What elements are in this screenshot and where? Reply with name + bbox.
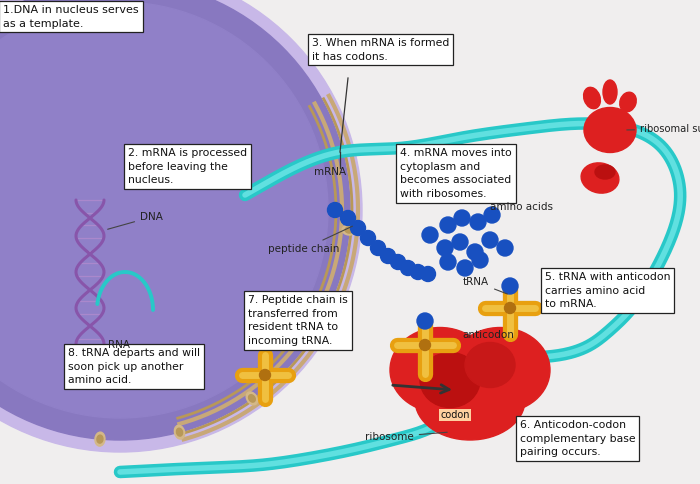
Circle shape	[0, 0, 350, 440]
Circle shape	[0, 0, 362, 452]
Circle shape	[391, 255, 405, 270]
Circle shape	[419, 339, 430, 350]
Circle shape	[410, 264, 426, 279]
Circle shape	[360, 230, 375, 245]
Text: ribosomal subunits: ribosomal subunits	[626, 124, 700, 134]
Circle shape	[351, 221, 365, 236]
Text: peptide chain: peptide chain	[268, 226, 353, 254]
Circle shape	[457, 260, 473, 276]
Ellipse shape	[390, 328, 490, 412]
Circle shape	[417, 313, 433, 329]
Ellipse shape	[465, 343, 515, 388]
Circle shape	[328, 202, 342, 217]
Text: amino acids: amino acids	[490, 202, 553, 212]
Circle shape	[482, 232, 498, 248]
Text: 8. tRNA departs and will
soon pick up another
amino acid.: 8. tRNA departs and will soon pick up an…	[68, 348, 200, 385]
Text: 4. mRNA moves into
cytoplasm and
becomes associated
with ribosomes.: 4. mRNA moves into cytoplasm and becomes…	[400, 148, 512, 199]
Circle shape	[454, 210, 470, 226]
Ellipse shape	[584, 107, 636, 152]
Circle shape	[260, 369, 270, 380]
Circle shape	[467, 244, 483, 260]
Ellipse shape	[603, 80, 617, 104]
Ellipse shape	[581, 163, 619, 193]
Ellipse shape	[342, 225, 356, 235]
Circle shape	[370, 241, 386, 256]
Text: ribosome: ribosome	[365, 432, 447, 442]
Ellipse shape	[248, 395, 256, 402]
Ellipse shape	[97, 435, 103, 443]
Ellipse shape	[176, 428, 183, 436]
Circle shape	[440, 254, 456, 270]
Circle shape	[452, 234, 468, 250]
Circle shape	[484, 207, 500, 223]
Text: 1.DNA in nucleus serves
as a template.: 1.DNA in nucleus serves as a template.	[3, 5, 139, 29]
Circle shape	[440, 217, 456, 233]
Circle shape	[421, 267, 435, 282]
Text: RNA: RNA	[108, 340, 130, 350]
Ellipse shape	[584, 87, 601, 109]
Text: DNA: DNA	[108, 212, 163, 229]
Text: 6. Anticodon-codon
complementary base
pairing occurs.: 6. Anticodon-codon complementary base pa…	[520, 420, 636, 457]
Text: mRNA: mRNA	[314, 167, 346, 177]
Ellipse shape	[415, 360, 525, 440]
Circle shape	[505, 302, 515, 314]
Text: 2. mRNA is processed
before leaving the
nucleus.: 2. mRNA is processed before leaving the …	[128, 148, 247, 185]
Ellipse shape	[420, 352, 480, 408]
Circle shape	[437, 240, 453, 256]
Ellipse shape	[316, 322, 323, 328]
Circle shape	[0, 2, 328, 418]
Circle shape	[381, 248, 395, 263]
Ellipse shape	[620, 92, 636, 112]
Ellipse shape	[95, 432, 105, 446]
Ellipse shape	[246, 392, 258, 405]
Text: codon: codon	[440, 410, 470, 420]
Ellipse shape	[174, 425, 185, 439]
Text: 3. When mRNA is formed
it has codons.: 3. When mRNA is formed it has codons.	[312, 38, 449, 61]
Text: tRNA: tRNA	[463, 277, 508, 294]
Circle shape	[340, 211, 356, 226]
Circle shape	[472, 252, 488, 268]
Circle shape	[470, 214, 486, 230]
Text: anticodon: anticodon	[462, 330, 514, 340]
Circle shape	[422, 227, 438, 243]
Circle shape	[502, 278, 518, 294]
Text: 5. tRNA with anticodon
carries amino acid
to mRNA.: 5. tRNA with anticodon carries amino aci…	[545, 272, 671, 309]
Circle shape	[497, 240, 513, 256]
Text: 7. Peptide chain is
transferred from
resident tRNA to
incoming tRNA.: 7. Peptide chain is transferred from res…	[248, 295, 348, 346]
Ellipse shape	[595, 165, 615, 179]
Ellipse shape	[345, 227, 353, 233]
Ellipse shape	[313, 319, 326, 331]
Circle shape	[400, 260, 416, 275]
Ellipse shape	[450, 328, 550, 412]
